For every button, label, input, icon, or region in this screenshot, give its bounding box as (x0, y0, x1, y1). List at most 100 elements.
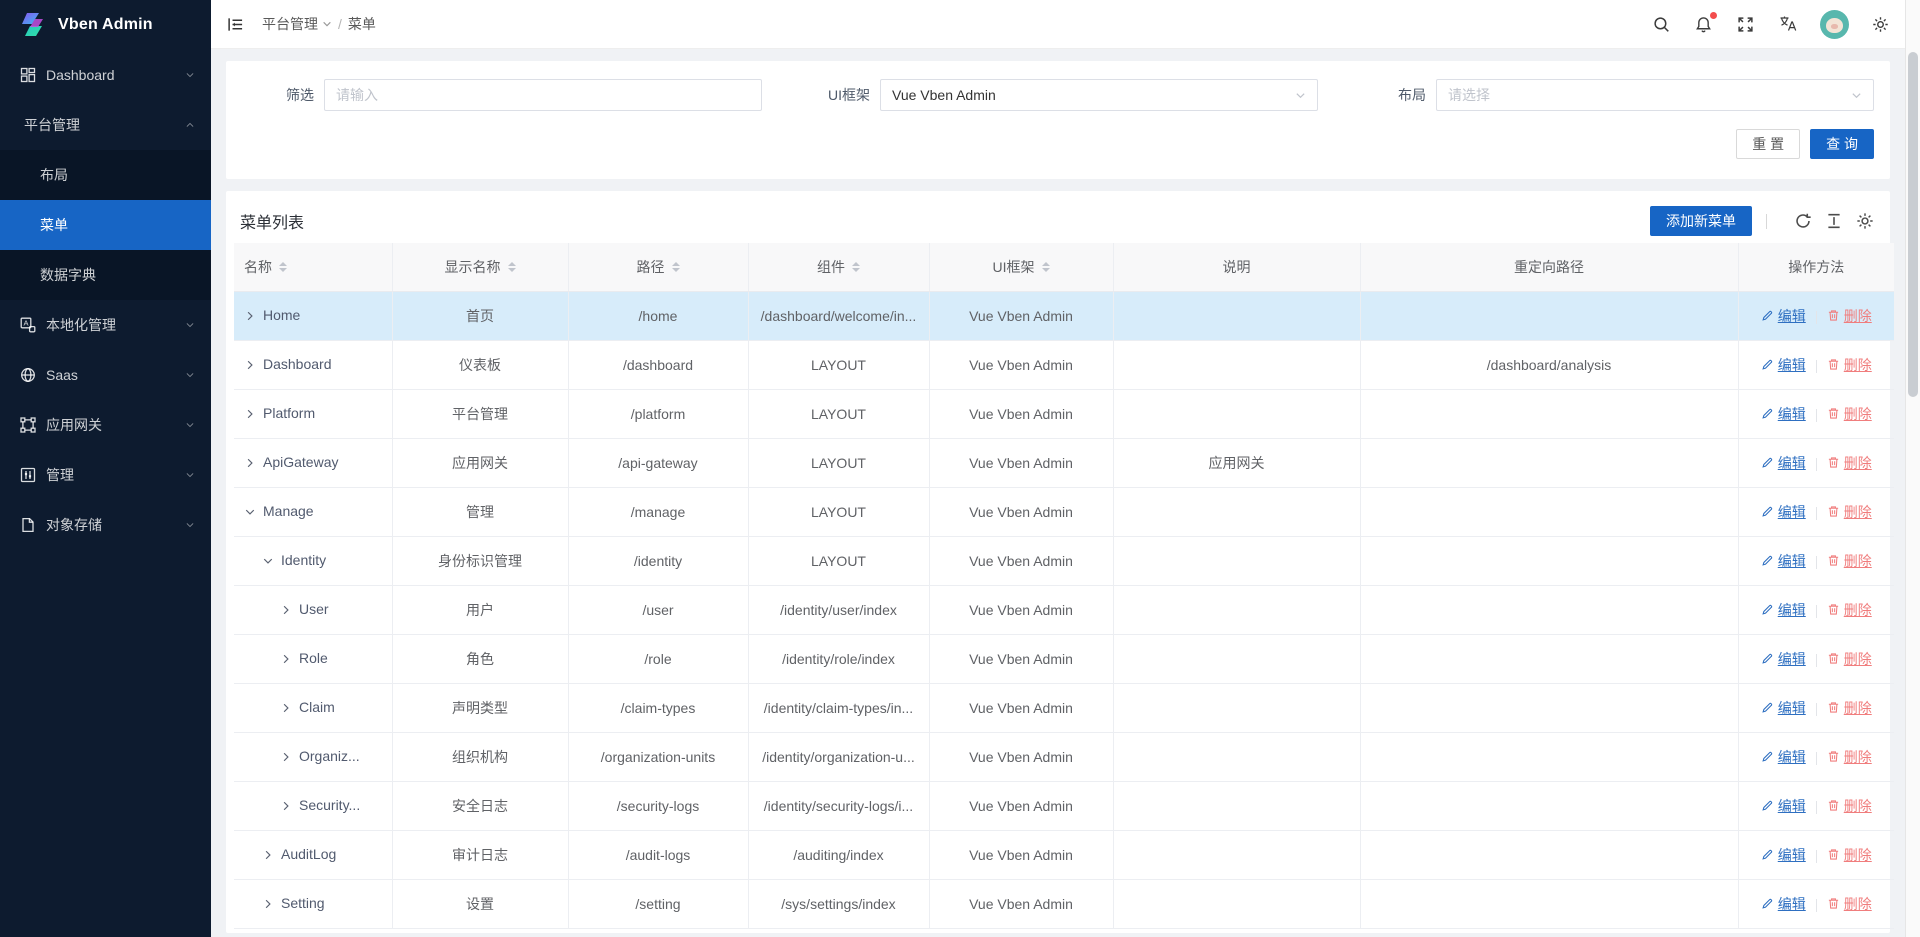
delete-row-button[interactable]: 删除 (1827, 502, 1872, 522)
expand-row-caret[interactable] (262, 848, 274, 864)
column-header-ui-framework[interactable]: UI框架 (929, 243, 1114, 292)
reset-button[interactable]: 重 置 (1736, 129, 1801, 159)
collapse-row-caret[interactable] (262, 554, 274, 570)
expand-row-caret[interactable] (280, 652, 292, 668)
edit-row-button[interactable]: 编辑 (1761, 649, 1806, 669)
column-header-path[interactable]: 路径 (568, 243, 749, 292)
expand-row-caret[interactable] (280, 603, 292, 619)
column-header-name[interactable]: 名称 (234, 243, 393, 292)
expand-row-caret[interactable] (262, 897, 274, 913)
sidebar-item-layout[interactable]: 布局 (0, 150, 211, 200)
language-button[interactable] (1777, 13, 1799, 35)
table-row[interactable]: Security... 安全日志/security-logs/identity/s… (234, 781, 1894, 831)
delete-row-button[interactable]: 删除 (1827, 796, 1872, 816)
expand-row-caret[interactable] (244, 309, 256, 325)
pencil-icon (1761, 407, 1774, 420)
cell-redirect-path (1360, 291, 1739, 341)
sort-icon[interactable] (671, 261, 680, 272)
sort-icon[interactable] (507, 261, 516, 272)
cell-redirect-path (1360, 389, 1739, 439)
sidebar-item-object-storage[interactable]: 对象存储 (0, 500, 211, 550)
expand-row-caret[interactable] (244, 456, 256, 472)
breadcrumb-parent[interactable]: 平台管理 (262, 14, 332, 34)
edit-row-button[interactable]: 编辑 (1761, 845, 1806, 865)
delete-row-button[interactable]: 删除 (1827, 551, 1872, 571)
table-row[interactable]: ApiGateway 应用网关/api-gateway LAYOUT Vue Vben… (234, 438, 1894, 488)
refresh-button[interactable] (1794, 212, 1812, 230)
edit-row-button[interactable]: 编辑 (1761, 796, 1806, 816)
keyword-input[interactable] (336, 87, 750, 103)
cell-path: /identity (568, 536, 749, 586)
avatar[interactable] (1820, 9, 1849, 39)
sidebar-item-localization[interactable]: A 本地化管理 (0, 300, 211, 350)
delete-row-button[interactable]: 删除 (1827, 747, 1872, 767)
edit-row-button[interactable]: 编辑 (1761, 453, 1806, 473)
sidebar-item-platform[interactable]: 平台管理 (0, 100, 211, 150)
expand-row-caret[interactable] (280, 750, 292, 766)
delete-row-button[interactable]: 删除 (1827, 306, 1872, 326)
sort-icon[interactable] (1041, 261, 1050, 272)
table-row[interactable]: Organiz... 组织机构/organization-units/identi… (234, 732, 1894, 782)
settings-button[interactable] (1870, 14, 1891, 35)
sort-icon[interactable] (852, 261, 860, 272)
cell-name: Dashboard (234, 340, 393, 390)
sort-icon[interactable] (279, 261, 287, 272)
expand-row-caret[interactable] (280, 701, 292, 717)
delete-row-button[interactable]: 删除 (1827, 453, 1872, 473)
sidebar-item-menu[interactable]: 菜单 (0, 200, 211, 250)
delete-row-button[interactable]: 删除 (1827, 845, 1872, 865)
sidebar-collapse-button[interactable] (227, 16, 244, 33)
search-button[interactable] (1651, 14, 1672, 35)
sidebar-item-api-gateway[interactable]: 应用网关 (0, 400, 211, 450)
table-row[interactable]: Setting 设置/setting/sys/settings/index Vue … (234, 879, 1894, 929)
query-button[interactable]: 查 询 (1810, 129, 1874, 159)
filter-panel: 筛选 UI框架 Vue Vben Admin 布局 请选择 (226, 61, 1890, 179)
edit-row-button[interactable]: 编辑 (1761, 551, 1806, 571)
app-logo[interactable]: Vben Admin (0, 0, 211, 49)
expand-row-caret[interactable] (244, 358, 256, 374)
edit-row-button[interactable]: 编辑 (1761, 894, 1806, 914)
cell-path: /security-logs (568, 781, 749, 831)
column-settings-button[interactable] (1856, 212, 1874, 230)
breadcrumb-current[interactable]: 菜单 (348, 14, 376, 34)
add-menu-button[interactable]: 添加新菜单 (1650, 206, 1752, 236)
page-scrollbar-thumb[interactable] (1908, 52, 1918, 397)
column-header-display-name[interactable]: 显示名称 (392, 243, 569, 292)
sidebar-item-saas[interactable]: Saas (0, 350, 211, 400)
column-header-component[interactable]: 组件 (748, 243, 930, 292)
edit-row-button[interactable]: 编辑 (1761, 404, 1806, 424)
edit-row-button[interactable]: 编辑 (1761, 600, 1806, 620)
edit-row-button[interactable]: 编辑 (1761, 502, 1806, 522)
table-row[interactable]: Dashboard 仪表板/dashboard LAYOUT Vue Vben Adm… (234, 340, 1894, 390)
collapse-row-caret[interactable] (244, 505, 256, 521)
notifications-button[interactable] (1693, 11, 1717, 35)
expand-row-caret[interactable] (244, 407, 256, 423)
delete-row-button[interactable]: 删除 (1827, 894, 1872, 914)
sidebar-item-manage[interactable]: 管理 (0, 450, 211, 500)
table-row[interactable]: Identity 身份标识管理/identity LAYOUT Vue Vben Ad… (234, 536, 1894, 586)
delete-row-button[interactable]: 删除 (1827, 404, 1872, 424)
page-scrollbar[interactable] (1905, 0, 1920, 937)
table-row[interactable]: Manage 管理/manage LAYOUT Vue Vben Admin 编辑 删除 (234, 487, 1894, 537)
sidebar-item-dashboard[interactable]: Dashboard (0, 50, 211, 100)
edit-row-button[interactable]: 编辑 (1761, 306, 1806, 326)
table-row[interactable]: Role 角色/role/identity/role/index Vue Vben … (234, 634, 1894, 684)
edit-row-button[interactable]: 编辑 (1761, 355, 1806, 375)
edit-row-button[interactable]: 编辑 (1761, 747, 1806, 767)
fullscreen-button[interactable] (1735, 14, 1756, 35)
table-row[interactable]: AuditLog 审计日志/audit-logs/auditing/index Vu… (234, 830, 1894, 880)
table-row[interactable]: User 用户/user/identity/user/index Vue Vben … (234, 585, 1894, 635)
delete-row-button[interactable]: 删除 (1827, 698, 1872, 718)
delete-row-button[interactable]: 删除 (1827, 600, 1872, 620)
delete-row-button[interactable]: 删除 (1827, 649, 1872, 669)
edit-row-button[interactable]: 编辑 (1761, 698, 1806, 718)
table-row[interactable]: Claim 声明类型/claim-types/identity/claim-typ… (234, 683, 1894, 733)
table-row[interactable]: Platform 平台管理/platform LAYOUT Vue Vben Admi… (234, 389, 1894, 439)
row-height-button[interactable] (1825, 212, 1843, 230)
layout-select[interactable]: 请选择 (1436, 79, 1874, 111)
sidebar-item-data-dictionary[interactable]: 数据字典 (0, 250, 211, 300)
table-row[interactable]: Home 首页/home/dashboard/welcome/in... Vue V… (234, 291, 1894, 341)
delete-row-button[interactable]: 删除 (1827, 355, 1872, 375)
ui-framework-select[interactable]: Vue Vben Admin (880, 79, 1318, 111)
expand-row-caret[interactable] (280, 799, 292, 815)
